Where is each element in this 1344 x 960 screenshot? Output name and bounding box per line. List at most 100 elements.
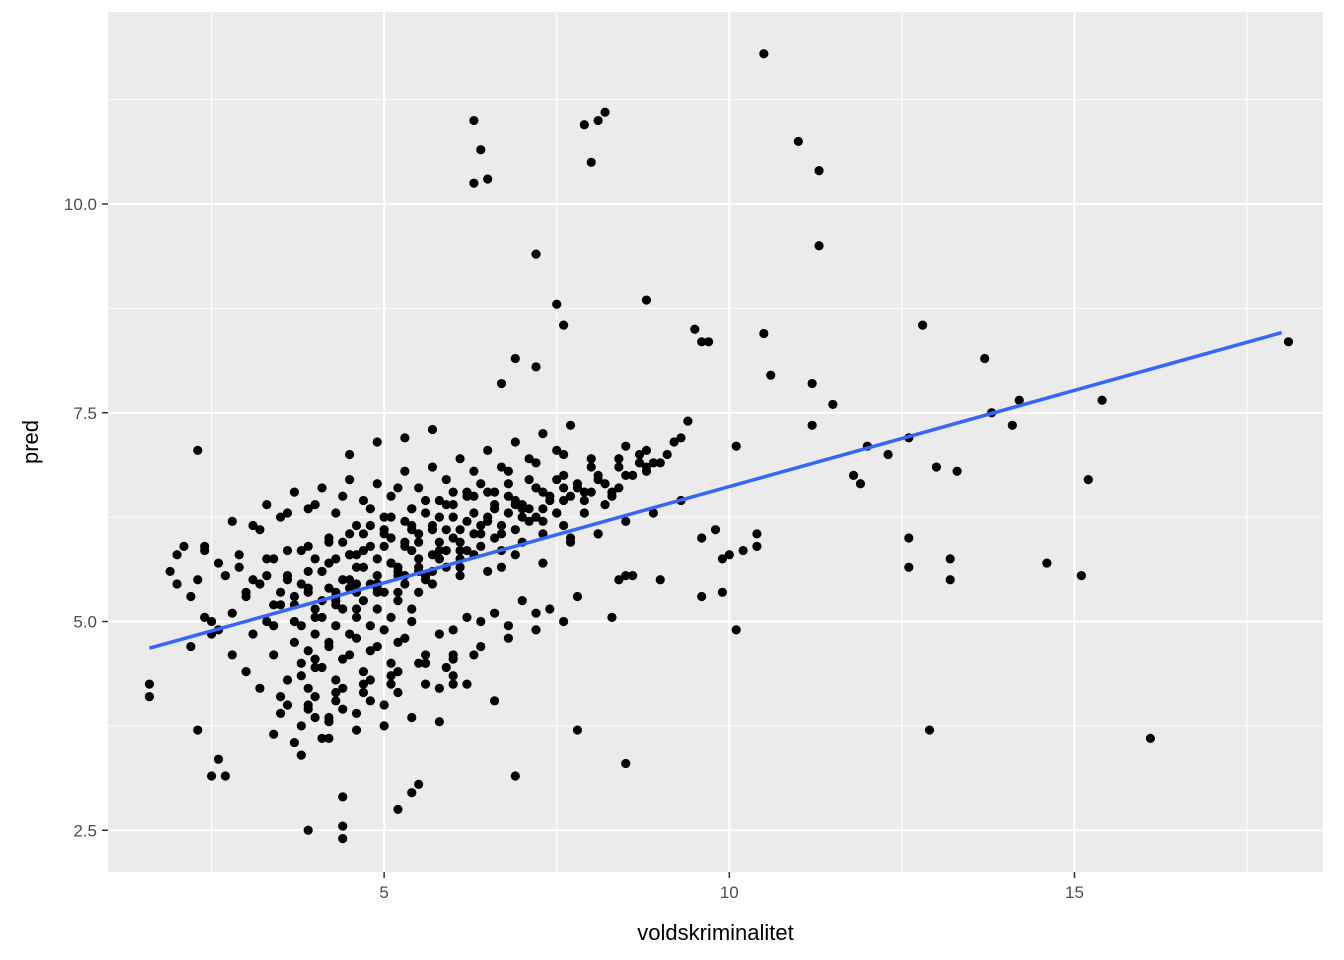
data-point [269, 600, 279, 610]
data-point [386, 679, 396, 689]
data-point [372, 437, 382, 447]
data-point [186, 641, 196, 652]
data-point [379, 541, 389, 551]
data-point [393, 637, 403, 647]
data-point [365, 520, 375, 531]
data-point [531, 608, 541, 618]
data-point [386, 558, 396, 568]
data-point [600, 107, 610, 117]
data-point [400, 466, 410, 476]
data-point [386, 658, 396, 668]
data-point [489, 500, 500, 510]
data-point [766, 370, 776, 380]
data-point [628, 570, 638, 581]
data-point [462, 679, 472, 689]
data-point [621, 570, 631, 581]
data-point [303, 566, 313, 577]
data-point [434, 717, 444, 727]
data-point [807, 420, 817, 430]
data-point [324, 558, 334, 568]
data-point [545, 491, 555, 501]
data-point [483, 445, 493, 455]
data-point [400, 516, 410, 526]
data-point [386, 671, 396, 681]
data-point [814, 166, 824, 176]
data-point [310, 712, 320, 723]
data-point [372, 641, 382, 652]
data-point [296, 579, 306, 589]
data-point [386, 491, 396, 501]
data-point [828, 399, 838, 410]
data-point [538, 429, 548, 439]
data-point [379, 587, 389, 597]
data-point [310, 500, 320, 510]
data-point [579, 495, 589, 506]
data-point [483, 487, 493, 497]
data-point [669, 437, 679, 447]
data-point [924, 725, 935, 735]
data-point [455, 525, 465, 535]
data-point [365, 541, 375, 551]
data-point [324, 537, 334, 547]
data-point [317, 566, 327, 577]
data-point [538, 516, 548, 526]
data-point [586, 454, 596, 464]
data-point [489, 608, 500, 618]
data-point [386, 612, 396, 622]
data-point [345, 650, 355, 660]
data-point [393, 667, 403, 677]
data-point [476, 641, 486, 652]
data-point [275, 600, 286, 610]
data-point [697, 337, 707, 347]
data-point [489, 487, 500, 497]
data-point [358, 679, 369, 689]
data-point [317, 483, 327, 493]
data-point [517, 512, 527, 522]
data-point [586, 487, 596, 497]
data-point [593, 115, 603, 126]
data-point [496, 462, 507, 472]
data-point [586, 157, 596, 167]
data-point [510, 550, 520, 560]
data-point [462, 612, 472, 622]
data-point [572, 591, 583, 602]
data-point [372, 479, 382, 489]
data-point [393, 562, 403, 572]
data-point [351, 633, 362, 643]
data-point [621, 441, 631, 451]
data-point [213, 754, 224, 764]
data-point [538, 558, 548, 568]
data-point [559, 470, 569, 480]
data-point [614, 483, 624, 493]
data-point [282, 675, 293, 685]
data-point [559, 495, 569, 506]
data-point [275, 587, 286, 597]
data-point [1083, 474, 1093, 485]
data-point [358, 667, 369, 677]
data-point [317, 662, 327, 673]
data-point [414, 587, 424, 597]
data-point [503, 491, 513, 501]
data-point [338, 821, 348, 831]
data-point [510, 525, 520, 535]
data-point [227, 608, 237, 618]
data-point [393, 596, 403, 606]
data-point [848, 470, 859, 480]
data-point [524, 474, 534, 485]
data-point [407, 604, 417, 614]
data-point [517, 596, 527, 606]
data-point [331, 687, 341, 698]
data-point [904, 562, 914, 572]
data-point [579, 508, 589, 518]
data-point [420, 658, 431, 668]
data-point [289, 637, 299, 647]
data-point [282, 575, 293, 585]
data-point [282, 700, 293, 710]
data-point [269, 554, 279, 564]
data-point [269, 650, 279, 660]
data-point [427, 424, 438, 435]
data-point [1014, 395, 1024, 405]
data-point [213, 558, 224, 568]
data-point [255, 579, 265, 589]
